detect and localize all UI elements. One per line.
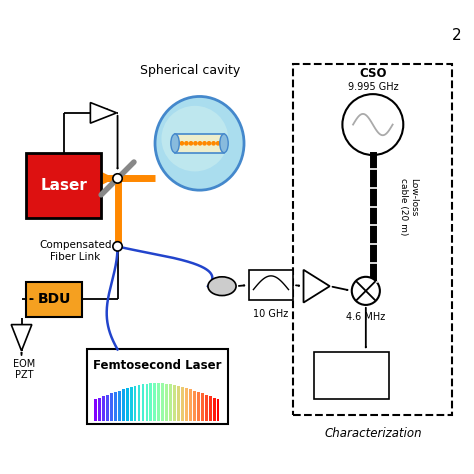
- Bar: [205, 395, 208, 420]
- Bar: [154, 383, 156, 420]
- Text: PD: PD: [217, 282, 227, 291]
- Text: Freq / Phase
Measurement: Freq / Phase Measurement: [321, 365, 383, 385]
- Bar: [197, 392, 200, 420]
- Bar: [118, 391, 121, 420]
- Ellipse shape: [220, 134, 228, 153]
- Text: Spherical cavity: Spherical cavity: [140, 64, 240, 77]
- Bar: [161, 383, 164, 420]
- Bar: [130, 387, 133, 420]
- Bar: [201, 393, 204, 420]
- Circle shape: [180, 141, 184, 146]
- Circle shape: [113, 174, 122, 183]
- Bar: [175, 134, 224, 153]
- Bar: [169, 384, 172, 420]
- Bar: [193, 391, 196, 420]
- Polygon shape: [91, 102, 117, 123]
- Circle shape: [189, 141, 193, 146]
- Bar: [142, 384, 145, 420]
- Bar: [314, 352, 389, 399]
- Text: EOM
PZT: EOM PZT: [13, 359, 35, 380]
- Text: Characterization: Characterization: [324, 427, 422, 440]
- Bar: [134, 386, 137, 420]
- Text: LF: LF: [99, 109, 109, 118]
- Bar: [94, 400, 97, 420]
- Text: Low-loss
cable (20 m): Low-loss cable (20 m): [399, 178, 418, 235]
- Circle shape: [198, 141, 202, 146]
- Polygon shape: [11, 325, 32, 351]
- Circle shape: [175, 141, 180, 146]
- Circle shape: [193, 141, 198, 146]
- Text: Femtosecond Laser: Femtosecond Laser: [93, 359, 222, 373]
- Bar: [217, 400, 219, 420]
- Bar: [137, 385, 140, 420]
- Text: 10 GHz: 10 GHz: [253, 310, 289, 319]
- Text: 2: 2: [452, 28, 462, 43]
- Text: Laser: Laser: [40, 178, 87, 193]
- Ellipse shape: [162, 106, 228, 172]
- Circle shape: [211, 141, 216, 146]
- Bar: [173, 385, 176, 420]
- Ellipse shape: [208, 277, 236, 296]
- Polygon shape: [303, 270, 330, 302]
- Bar: [149, 383, 152, 420]
- Bar: [114, 392, 117, 420]
- Text: LF: LF: [17, 331, 27, 340]
- Bar: [213, 398, 216, 420]
- Bar: [122, 389, 125, 420]
- Circle shape: [113, 242, 122, 251]
- Circle shape: [216, 141, 220, 146]
- Text: 4.6 MHz: 4.6 MHz: [346, 311, 385, 322]
- Bar: [189, 389, 192, 420]
- Bar: [293, 64, 453, 415]
- Bar: [110, 393, 113, 420]
- Bar: [165, 384, 168, 420]
- Bar: [185, 388, 188, 420]
- Bar: [181, 387, 184, 420]
- Ellipse shape: [155, 97, 244, 190]
- Circle shape: [184, 141, 189, 146]
- Bar: [26, 153, 101, 218]
- Bar: [146, 384, 148, 420]
- Bar: [209, 396, 211, 420]
- Circle shape: [202, 141, 207, 146]
- Bar: [177, 386, 180, 420]
- Text: BDU: BDU: [37, 292, 71, 306]
- Text: CSO: CSO: [359, 66, 387, 80]
- Circle shape: [342, 94, 403, 155]
- Circle shape: [207, 141, 211, 146]
- Text: Compensated
Fiber Link: Compensated Fiber Link: [39, 240, 112, 262]
- Bar: [126, 388, 128, 420]
- Circle shape: [352, 277, 380, 305]
- Bar: [106, 395, 109, 420]
- Bar: [87, 349, 228, 424]
- Bar: [157, 383, 160, 420]
- Bar: [98, 398, 101, 420]
- Text: 9.995 GHz: 9.995 GHz: [347, 82, 398, 92]
- Ellipse shape: [171, 134, 179, 153]
- Bar: [249, 270, 293, 300]
- Bar: [102, 396, 105, 420]
- Bar: [26, 282, 82, 317]
